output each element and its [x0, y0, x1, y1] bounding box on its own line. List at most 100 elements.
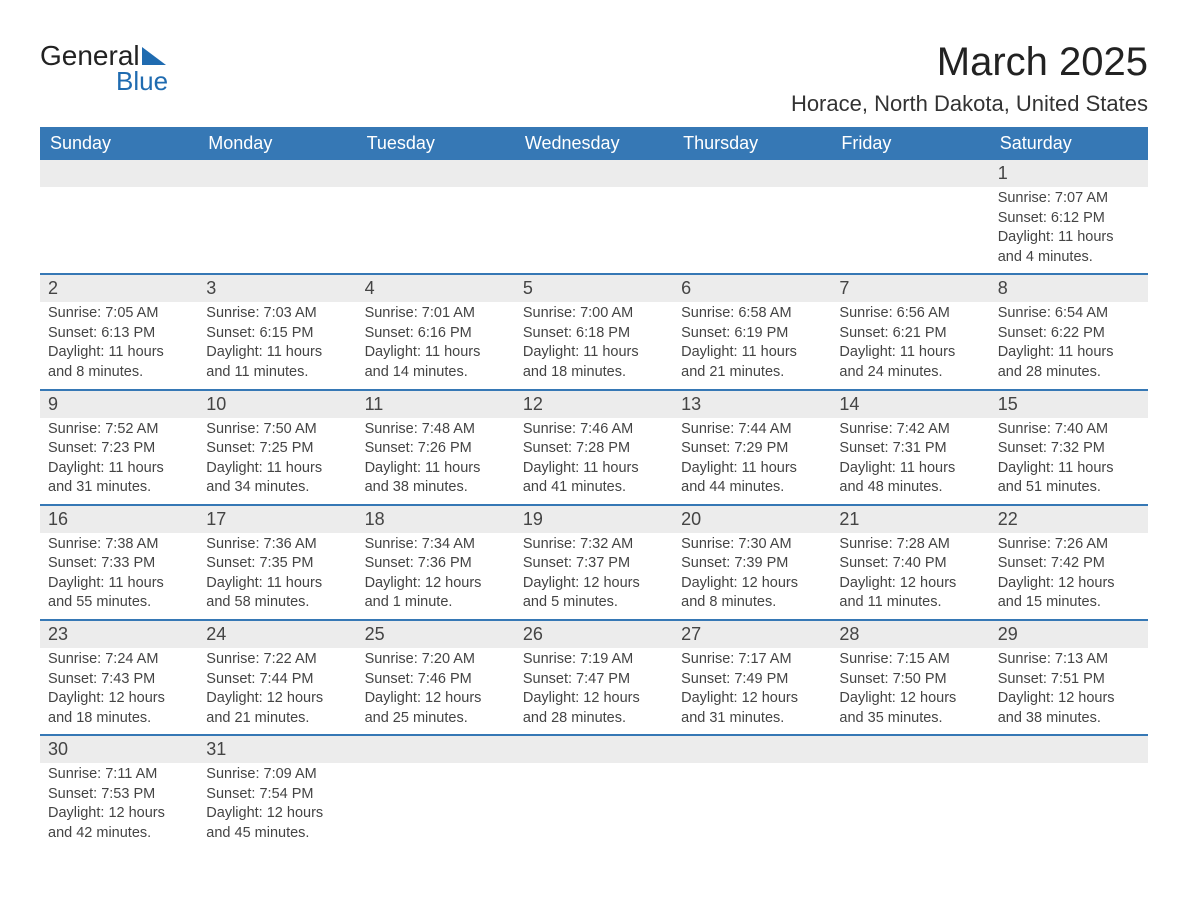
sunrise-text: Sunrise: 7:40 AM: [998, 420, 1140, 440]
day-header-row: Sunday Monday Tuesday Wednesday Thursday…: [40, 127, 1148, 160]
sunset-text: Sunset: 7:36 PM: [365, 554, 507, 574]
day-header-saturday: Saturday: [990, 127, 1148, 160]
sunset-text: Sunset: 6:12 PM: [998, 209, 1140, 229]
day-content-row: Sunrise: 7:05 AMSunset: 6:13 PMDaylight:…: [40, 302, 1148, 389]
sunrise-text: Sunrise: 6:54 AM: [998, 304, 1140, 324]
day-number-cell: 1: [990, 160, 1148, 187]
daylight-text-line1: Daylight: 12 hours: [48, 689, 190, 709]
daylight-text-line1: Daylight: 12 hours: [523, 574, 665, 594]
daylight-text-line2: and 25 minutes.: [365, 709, 507, 729]
calendar-head: Sunday Monday Tuesday Wednesday Thursday…: [40, 127, 1148, 160]
daylight-text-line1: Daylight: 11 hours: [48, 459, 190, 479]
sunrise-text: Sunrise: 7:48 AM: [365, 420, 507, 440]
daylight-text-line2: and 42 minutes.: [48, 824, 190, 844]
daylight-text-line1: Daylight: 11 hours: [839, 459, 981, 479]
daylight-text-line1: Daylight: 12 hours: [365, 574, 507, 594]
daylight-text-line1: Daylight: 12 hours: [839, 574, 981, 594]
day-content-cell: Sunrise: 7:09 AMSunset: 7:54 PMDaylight:…: [198, 763, 356, 849]
sunrise-text: Sunrise: 7:11 AM: [48, 765, 190, 785]
sunset-text: Sunset: 7:23 PM: [48, 439, 190, 459]
daylight-text-line2: and 34 minutes.: [206, 478, 348, 498]
day-content-cell: Sunrise: 7:28 AMSunset: 7:40 PMDaylight:…: [831, 533, 989, 620]
sunset-text: Sunset: 7:31 PM: [839, 439, 981, 459]
day-content-cell: Sunrise: 7:00 AMSunset: 6:18 PMDaylight:…: [515, 302, 673, 389]
sunrise-text: Sunrise: 7:36 AM: [206, 535, 348, 555]
logo-text-blue: Blue: [116, 66, 168, 97]
location-text: Horace, North Dakota, United States: [791, 91, 1148, 117]
day-number-cell: 20: [673, 505, 831, 533]
sunrise-text: Sunrise: 6:58 AM: [681, 304, 823, 324]
daylight-text-line2: and 4 minutes.: [998, 248, 1140, 268]
day-content-row: Sunrise: 7:38 AMSunset: 7:33 PMDaylight:…: [40, 533, 1148, 620]
sunrise-text: Sunrise: 7:05 AM: [48, 304, 190, 324]
sunrise-text: Sunrise: 7:19 AM: [523, 650, 665, 670]
day-content-cell: [357, 187, 515, 274]
daylight-text-line2: and 18 minutes.: [523, 363, 665, 383]
sunset-text: Sunset: 7:37 PM: [523, 554, 665, 574]
day-header-sunday: Sunday: [40, 127, 198, 160]
sunset-text: Sunset: 7:35 PM: [206, 554, 348, 574]
day-number-cell: 22: [990, 505, 1148, 533]
logo: General Blue: [40, 40, 168, 97]
day-number-cell: 24: [198, 620, 356, 648]
daylight-text-line2: and 24 minutes.: [839, 363, 981, 383]
daylight-text-line1: Daylight: 11 hours: [523, 459, 665, 479]
day-number-cell: 17: [198, 505, 356, 533]
daylight-text-line2: and 11 minutes.: [206, 363, 348, 383]
page-header: General Blue March 2025 Horace, North Da…: [40, 40, 1148, 117]
day-number-cell: 28: [831, 620, 989, 648]
sunrise-text: Sunrise: 7:34 AM: [365, 535, 507, 555]
day-number-cell: 2: [40, 274, 198, 302]
day-content-cell: Sunrise: 6:56 AMSunset: 6:21 PMDaylight:…: [831, 302, 989, 389]
day-content-cell: Sunrise: 7:36 AMSunset: 7:35 PMDaylight:…: [198, 533, 356, 620]
day-content-cell: Sunrise: 7:42 AMSunset: 7:31 PMDaylight:…: [831, 418, 989, 505]
sunrise-text: Sunrise: 7:17 AM: [681, 650, 823, 670]
sunset-text: Sunset: 6:19 PM: [681, 324, 823, 344]
daylight-text-line2: and 15 minutes.: [998, 593, 1140, 613]
day-content-cell: Sunrise: 7:05 AMSunset: 6:13 PMDaylight:…: [40, 302, 198, 389]
day-header-monday: Monday: [198, 127, 356, 160]
sunrise-text: Sunrise: 7:32 AM: [523, 535, 665, 555]
day-number-cell: 27: [673, 620, 831, 648]
calendar-table: Sunday Monday Tuesday Wednesday Thursday…: [40, 127, 1148, 850]
daylight-text-line2: and 21 minutes.: [206, 709, 348, 729]
sunrise-text: Sunrise: 7:42 AM: [839, 420, 981, 440]
day-number-cell: 4: [357, 274, 515, 302]
day-content-cell: Sunrise: 7:07 AMSunset: 6:12 PMDaylight:…: [990, 187, 1148, 274]
sunset-text: Sunset: 7:32 PM: [998, 439, 1140, 459]
logo-triangle-icon: [142, 47, 166, 65]
day-header-friday: Friday: [831, 127, 989, 160]
daylight-text-line2: and 45 minutes.: [206, 824, 348, 844]
daylight-text-line1: Daylight: 12 hours: [681, 574, 823, 594]
sunset-text: Sunset: 6:13 PM: [48, 324, 190, 344]
daylight-text-line2: and 55 minutes.: [48, 593, 190, 613]
day-content-cell: Sunrise: 7:40 AMSunset: 7:32 PMDaylight:…: [990, 418, 1148, 505]
sunrise-text: Sunrise: 7:00 AM: [523, 304, 665, 324]
sunset-text: Sunset: 7:53 PM: [48, 785, 190, 805]
day-content-cell: Sunrise: 6:58 AMSunset: 6:19 PMDaylight:…: [673, 302, 831, 389]
day-content-cell: Sunrise: 7:50 AMSunset: 7:25 PMDaylight:…: [198, 418, 356, 505]
day-content-cell: Sunrise: 7:01 AMSunset: 6:16 PMDaylight:…: [357, 302, 515, 389]
daylight-text-line2: and 31 minutes.: [681, 709, 823, 729]
day-number-cell: [357, 735, 515, 763]
day-number-row: 16171819202122: [40, 505, 1148, 533]
day-header-wednesday: Wednesday: [515, 127, 673, 160]
sunrise-text: Sunrise: 7:01 AM: [365, 304, 507, 324]
sunrise-text: Sunrise: 7:50 AM: [206, 420, 348, 440]
sunrise-text: Sunrise: 7:13 AM: [998, 650, 1140, 670]
sunset-text: Sunset: 7:49 PM: [681, 670, 823, 690]
day-number-cell: 30: [40, 735, 198, 763]
daylight-text-line1: Daylight: 11 hours: [998, 459, 1140, 479]
day-header-tuesday: Tuesday: [357, 127, 515, 160]
day-number-cell: [515, 160, 673, 187]
day-content-cell: Sunrise: 7:32 AMSunset: 7:37 PMDaylight:…: [515, 533, 673, 620]
daylight-text-line1: Daylight: 11 hours: [48, 343, 190, 363]
daylight-text-line2: and 11 minutes.: [839, 593, 981, 613]
day-header-thursday: Thursday: [673, 127, 831, 160]
sunrise-text: Sunrise: 7:26 AM: [998, 535, 1140, 555]
sunset-text: Sunset: 6:16 PM: [365, 324, 507, 344]
sunrise-text: Sunrise: 7:52 AM: [48, 420, 190, 440]
sunrise-text: Sunrise: 6:56 AM: [839, 304, 981, 324]
month-title: March 2025: [791, 40, 1148, 85]
day-number-cell: 18: [357, 505, 515, 533]
